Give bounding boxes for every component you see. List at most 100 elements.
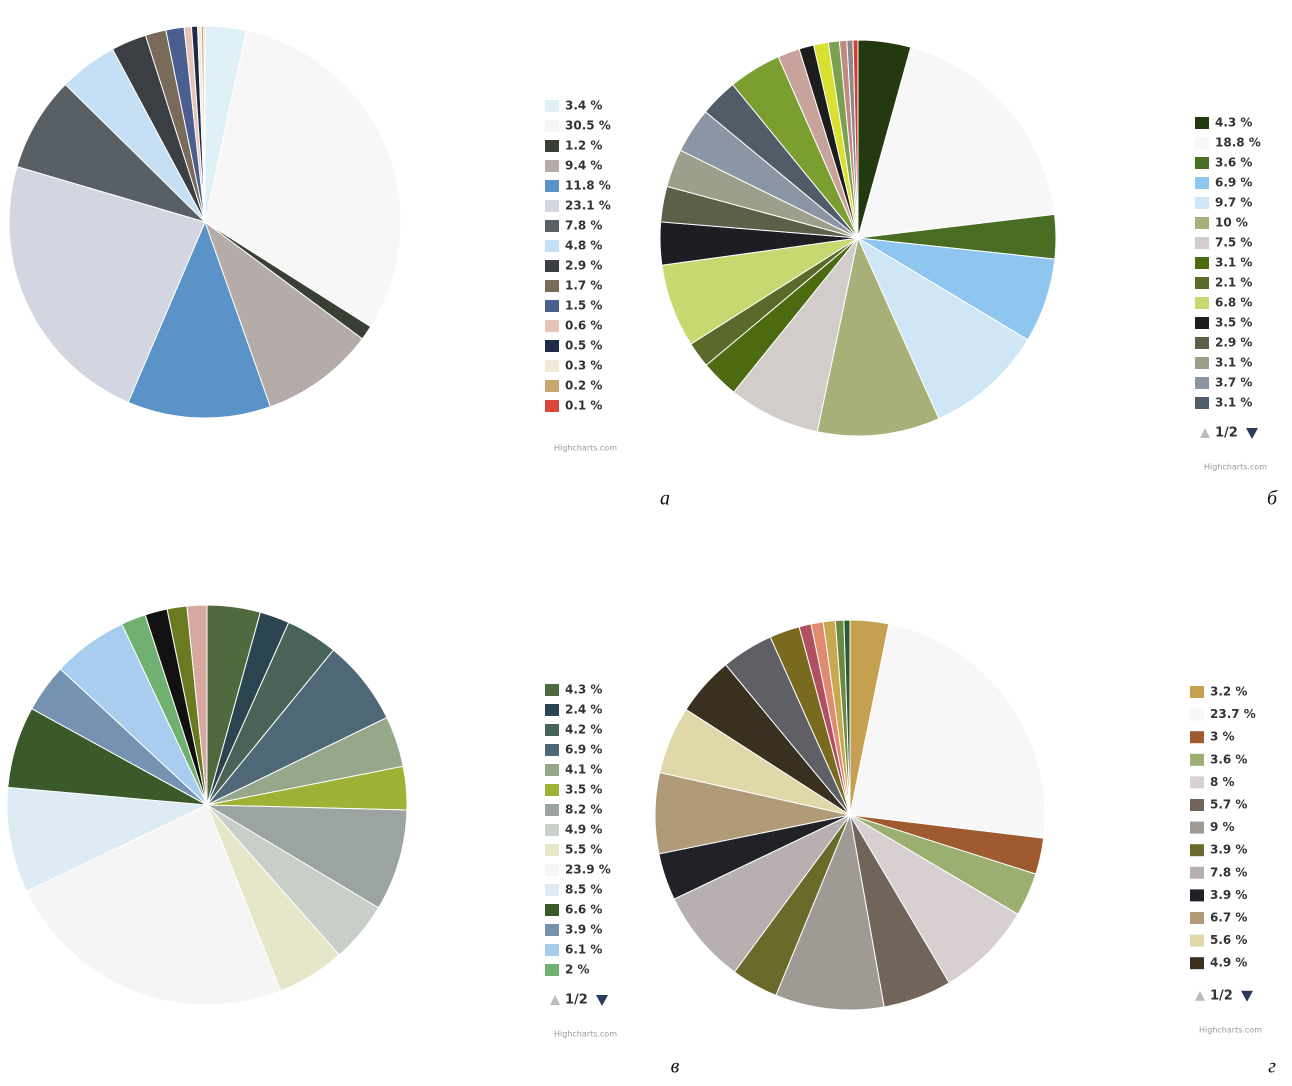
legend-swatch: [545, 360, 559, 372]
legend-label: 4.3 %: [565, 683, 602, 697]
legend-label: 0.5 %: [565, 339, 602, 353]
legend-swatch: [545, 100, 559, 112]
legend-swatch: [545, 200, 559, 212]
page-up-arrow: [550, 995, 560, 1005]
pie-slice: [852, 39, 859, 239]
legend-label: 7.5 %: [1215, 236, 1252, 250]
legend-swatch: [545, 884, 559, 896]
pie-slice: [775, 813, 885, 1011]
legend-swatch: [1195, 317, 1209, 329]
legend-swatch: [1190, 799, 1204, 811]
pagination: 1/2: [1215, 426, 1238, 441]
legend-swatch: [1195, 397, 1209, 409]
legend-swatch: [1195, 357, 1209, 369]
pie-slice: [203, 220, 364, 408]
legend-swatch: [545, 220, 559, 232]
legend-swatch: [545, 704, 559, 716]
legend-swatch: [1195, 157, 1209, 169]
legend-swatch: [545, 924, 559, 936]
pie-slice: [857, 46, 1056, 239]
pie-slice: [849, 623, 1046, 839]
legend-label: 1.2 %: [565, 139, 602, 153]
legend-swatch: [1195, 297, 1209, 309]
legend-swatch: [545, 300, 559, 312]
page-up-arrow: [1195, 990, 1205, 1001]
legend-label: 0.1 %: [565, 399, 602, 413]
legend-label: 3 %: [1210, 730, 1235, 744]
legend-label: 0.6 %: [565, 319, 602, 333]
legend-label: 2.9 %: [1215, 336, 1252, 350]
legend-label: 6.1 %: [565, 943, 602, 957]
pie-slice: [186, 604, 208, 806]
legend-label: 0.3 %: [565, 359, 602, 373]
legend-label: 10 %: [1215, 216, 1248, 230]
legend-swatch: [1195, 217, 1209, 229]
legend-label: 18.8 %: [1215, 136, 1261, 150]
legend-label: 2 %: [565, 963, 590, 977]
legend-swatch: [545, 160, 559, 172]
page-down-arrow: [1246, 428, 1258, 439]
legend-swatch: [545, 844, 559, 856]
legend-label: 6.6 %: [565, 903, 602, 917]
legend-swatch: [545, 340, 559, 352]
legend-swatch: [545, 400, 559, 412]
legend-label: 8 %: [1210, 775, 1235, 789]
legend-label: 9.4 %: [565, 159, 602, 173]
pie-slice: [205, 804, 408, 909]
legend-label: 8.2 %: [565, 803, 602, 817]
legend-label: 3.9 %: [1210, 843, 1247, 857]
pie-slice: [849, 814, 1019, 984]
pie-slice: [127, 220, 271, 419]
page-up-arrow: [1200, 428, 1210, 438]
legend-label: 30.5 %: [565, 119, 611, 133]
legend-label: 4.3 %: [1215, 116, 1252, 130]
legend-swatch: [1195, 257, 1209, 269]
legend-swatch: [545, 140, 559, 152]
legend-label: 3.9 %: [565, 923, 602, 937]
legend-swatch: [545, 320, 559, 332]
legend-swatch: [1190, 708, 1204, 721]
legend-label: 4.9 %: [565, 823, 602, 837]
legend-swatch: [545, 280, 559, 292]
legend-label: 3.6 %: [1215, 156, 1252, 170]
legend-label: 23.9 %: [565, 863, 611, 877]
legend-label: 3.2 %: [1210, 685, 1247, 699]
pagination: 1/2: [1210, 988, 1233, 1003]
legend-swatch: [1195, 277, 1209, 289]
legend-swatch: [545, 964, 559, 976]
legend-label: 3.7 %: [1215, 376, 1252, 390]
panel-caption: б: [1267, 488, 1278, 510]
legend-label: 3.1 %: [1215, 356, 1252, 370]
legend-swatch: [545, 864, 559, 876]
pie-slice: [856, 236, 1029, 420]
credits: Highcharts.com: [554, 444, 617, 453]
pie-slice: [8, 165, 206, 403]
legend-label: 23.7 %: [1210, 707, 1256, 721]
legend-label: 2.1 %: [1215, 276, 1252, 290]
legend-label: 3.9 %: [1210, 888, 1247, 902]
legend-label: 4.8 %: [565, 239, 602, 253]
legend-swatch: [1195, 197, 1209, 209]
legend-label: 2.9 %: [565, 259, 602, 273]
legend-swatch: [545, 764, 559, 776]
legend-swatch: [1195, 377, 1209, 389]
legend-swatch: [545, 724, 559, 736]
legend-label: 6.9 %: [565, 743, 602, 757]
legend-label: 5.6 %: [1210, 933, 1247, 947]
legend-swatch: [545, 684, 559, 696]
legend-swatch: [545, 904, 559, 916]
legend-label: 7.8 %: [565, 219, 602, 233]
legend-label: 9 %: [1210, 820, 1235, 834]
pie-slice: [6, 786, 209, 892]
pie-slice: [673, 814, 851, 973]
legend-swatch: [1190, 844, 1204, 857]
legend-label: 6.7 %: [1210, 911, 1247, 925]
pie-slice: [16, 83, 206, 223]
panel-caption: г: [1268, 1056, 1276, 1078]
legend-label: 9.7 %: [1215, 196, 1252, 210]
legend-swatch: [1190, 889, 1204, 902]
legend-label: 3.1 %: [1215, 256, 1252, 270]
legend-swatch: [1190, 686, 1204, 698]
legend-swatch: [1195, 237, 1209, 249]
